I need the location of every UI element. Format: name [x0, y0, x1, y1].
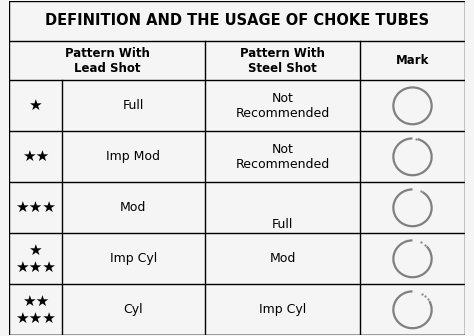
Text: Imp Cyl: Imp Cyl [109, 252, 157, 265]
Text: Imp Cyl: Imp Cyl [259, 303, 306, 316]
Text: Full: Full [272, 218, 293, 230]
Text: DEFINITION AND THE USAGE OF CHOKE TUBES: DEFINITION AND THE USAGE OF CHOKE TUBES [45, 13, 429, 28]
Text: Imp Mod: Imp Mod [106, 150, 160, 163]
Text: Pattern With
Lead Shot: Pattern With Lead Shot [64, 47, 149, 75]
Text: ★★
★★★: ★★ ★★★ [15, 294, 56, 326]
Text: Cyl: Cyl [124, 303, 143, 316]
Text: Not
Recommended: Not Recommended [236, 143, 330, 171]
Text: ★★★: ★★★ [15, 200, 56, 215]
Text: Mod: Mod [269, 252, 296, 265]
Text: Pattern With
Steel Shot: Pattern With Steel Shot [240, 47, 325, 75]
Text: ★
★★★: ★ ★★★ [15, 243, 56, 275]
Text: ★★: ★★ [22, 149, 49, 164]
Text: Mod: Mod [120, 201, 146, 214]
Text: ★: ★ [28, 98, 42, 113]
Text: Full: Full [123, 99, 144, 112]
Text: Not
Recommended: Not Recommended [236, 92, 330, 120]
Text: Mark: Mark [396, 54, 429, 67]
